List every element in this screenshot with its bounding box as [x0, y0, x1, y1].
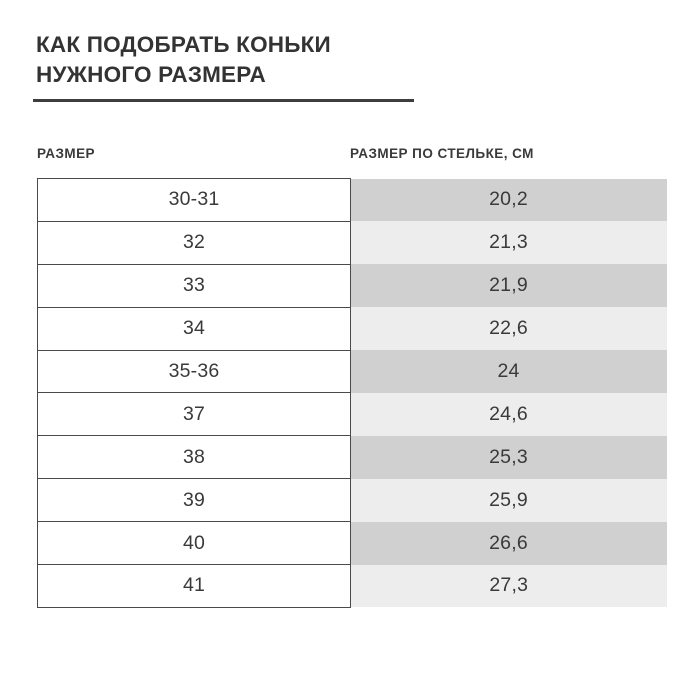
cell-insole: 26,6	[350, 521, 667, 565]
table-row: 35-36 24	[37, 349, 667, 394]
column-header-size: РАЗМЕР	[37, 146, 95, 161]
size-chart-table: 30-31 20,2 32 21,3 33 21,9 34 22,6 35-36 24 37 24,6…	[37, 178, 667, 608]
cell-size: 33	[37, 263, 351, 308]
cell-insole: 21,3	[350, 221, 667, 265]
cell-size: 34	[37, 306, 351, 351]
cell-insole: 22,6	[350, 307, 667, 351]
cell-size: 40	[37, 521, 351, 566]
cell-insole: 20,2	[350, 178, 667, 222]
table-row: 33 21,9	[37, 263, 667, 308]
table-row: 37 24,6	[37, 392, 667, 437]
table-row: 41 27,3	[37, 564, 667, 608]
table-row: 34 22,6	[37, 306, 667, 351]
cell-size: 41	[37, 564, 351, 608]
cell-insole: 21,9	[350, 264, 667, 308]
cell-insole: 24	[350, 350, 667, 393]
column-header-insole: РАЗМЕР ПО СТЕЛЬКЕ, СМ	[350, 146, 534, 161]
cell-size: 35-36	[37, 349, 351, 394]
cell-size: 39	[37, 478, 351, 523]
title-block: КАК ПОДОБРАТЬ КОНЬКИ НУЖНОГО РАЗМЕРА	[36, 30, 466, 90]
table-row: 30-31 20,2	[37, 178, 667, 222]
page-title: КАК ПОДОБРАТЬ КОНЬКИ НУЖНОГО РАЗМЕРА	[36, 32, 331, 87]
cell-insole: 25,3	[350, 435, 667, 479]
cell-size: 37	[37, 392, 351, 437]
table-row: 38 25,3	[37, 435, 667, 480]
cell-size: 30-31	[37, 178, 351, 222]
table-row: 39 25,9	[37, 478, 667, 523]
cell-size: 32	[37, 220, 351, 265]
size-chart-body: 30-31 20,2 32 21,3 33 21,9 34 22,6 35-36 24 37 24,6…	[37, 178, 667, 608]
table-row: 40 26,6	[37, 521, 667, 566]
title-divider	[33, 99, 414, 102]
cell-insole: 25,9	[350, 478, 667, 522]
cell-insole: 24,6	[350, 392, 667, 436]
table-row: 32 21,3	[37, 220, 667, 265]
cell-size: 38	[37, 435, 351, 480]
cell-insole: 27,3	[350, 564, 667, 608]
